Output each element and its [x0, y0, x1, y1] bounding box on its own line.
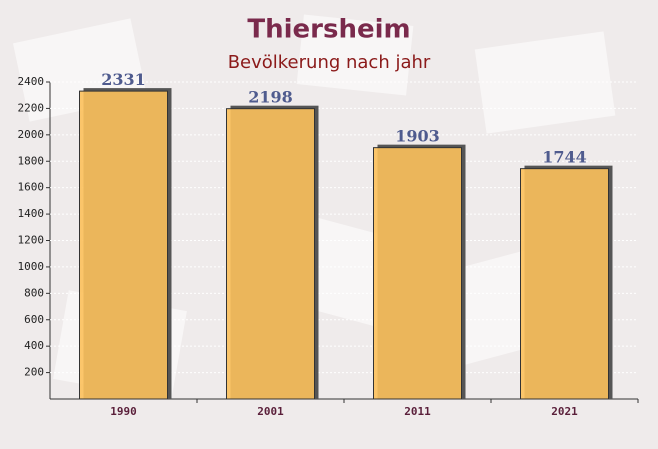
y-tick-label: 600	[24, 313, 44, 326]
x-tick-label: 2001	[257, 405, 284, 418]
x-tick-label: 2021	[551, 405, 578, 418]
bar	[226, 108, 315, 400]
y-tick-label: 1000	[18, 260, 45, 273]
chart-subtitle: Bevölkerung nach jahr	[228, 52, 431, 73]
value-label: 2331	[101, 70, 146, 89]
y-tick-label: 200	[24, 366, 44, 379]
y-tick-label: 2000	[18, 128, 45, 141]
value-label: 1744	[542, 148, 587, 167]
y-tick-label: 2400	[18, 75, 45, 88]
x-tick-label: 2011	[404, 405, 431, 418]
y-tick-label: 2200	[18, 101, 45, 114]
x-tick-label: 1990	[110, 405, 137, 418]
value-label: 2198	[248, 88, 293, 107]
bar	[79, 90, 168, 400]
y-tick-label: 1200	[18, 234, 45, 247]
chart-title: Thiersheim	[247, 15, 410, 45]
y-tick-label: 1800	[18, 154, 45, 167]
bar	[520, 168, 609, 400]
bar	[373, 147, 462, 400]
y-tick-label: 1400	[18, 207, 45, 220]
value-label: 1903	[395, 127, 440, 146]
y-tick-label: 1600	[18, 181, 45, 194]
y-tick-label: 800	[24, 286, 44, 299]
y-tick-label: 400	[24, 339, 44, 352]
